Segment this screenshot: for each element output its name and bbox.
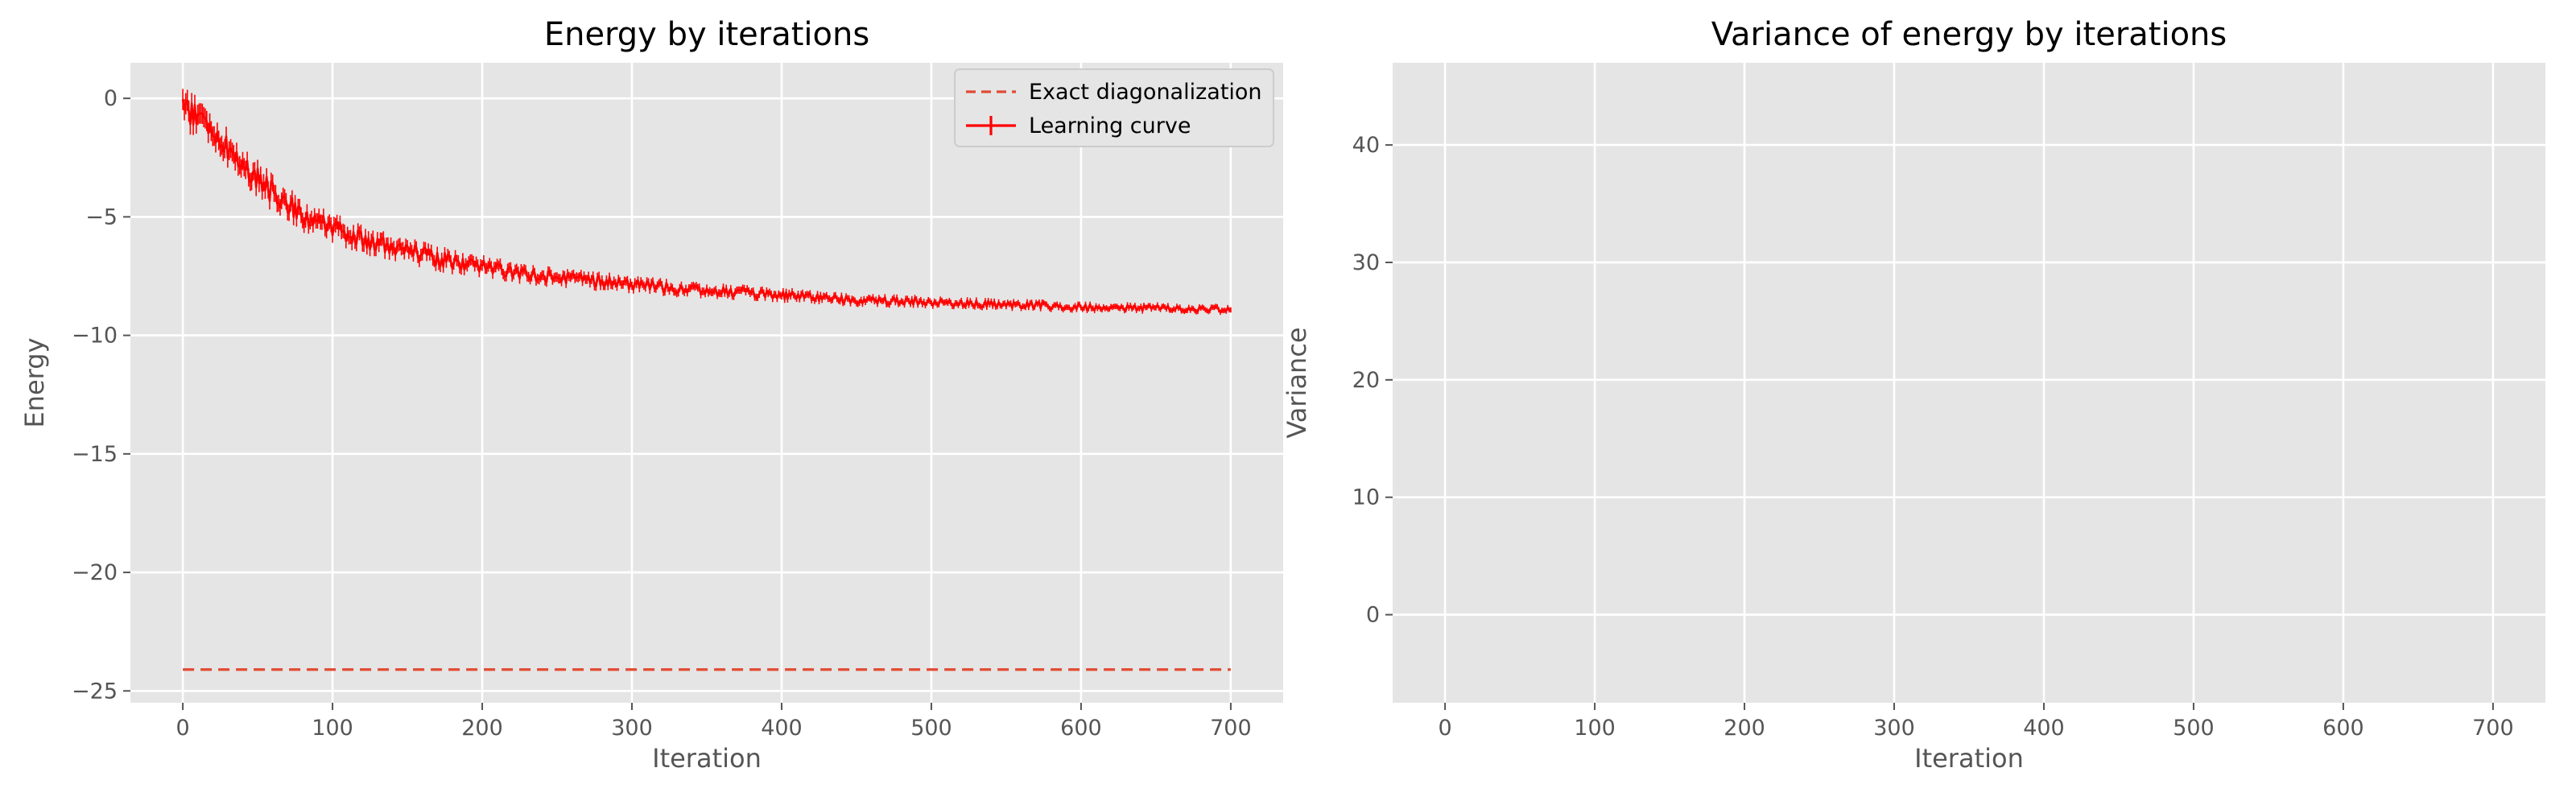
- legend-box: [954, 68, 1274, 147]
- x-tick-label: 200: [461, 716, 503, 741]
- x-tick-label: 100: [312, 716, 353, 741]
- y-tick-label: 0: [1366, 603, 1380, 628]
- x-tick-label: 500: [910, 716, 952, 741]
- x-tick-label: 500: [2173, 716, 2215, 741]
- y-axis-label: Variance: [1282, 327, 1312, 438]
- x-tick-label: 600: [2322, 716, 2364, 741]
- y-tick-label: −5: [85, 204, 118, 229]
- legend: Exact diagonalization Learning curve: [954, 68, 1274, 147]
- x-tick-label: 700: [1210, 716, 1252, 741]
- y-tick-label: 20: [1352, 368, 1380, 393]
- chart-title: Variance of energy by iterations: [1711, 16, 2227, 53]
- energy-panel: 0 100 200 300 400 500 600 700 0 −5 −10 −15 −20 −25 Ene…: [19, 16, 1283, 774]
- y-tick-label: 10: [1352, 485, 1380, 510]
- y-tick-label: 40: [1352, 133, 1380, 158]
- y-tick-label: −25: [72, 679, 118, 704]
- x-tick-label: 300: [611, 716, 653, 741]
- x-tick-label: 300: [1873, 716, 1915, 741]
- y-tick-label: 0: [104, 86, 118, 111]
- x-tick-label: 400: [2023, 716, 2065, 741]
- plot-area: [130, 63, 1283, 703]
- y-tick-label: −20: [72, 560, 118, 585]
- chart-title: Energy by iterations: [544, 16, 869, 53]
- plot-area: [1393, 63, 2545, 703]
- plot-content: [181, 89, 1232, 671]
- x-tick-label: 0: [1438, 716, 1451, 741]
- y-axis-label: Energy: [19, 337, 50, 427]
- x-tick-label: 700: [2472, 716, 2514, 741]
- x-tick-label: 0: [175, 716, 189, 741]
- x-axis-label: Iteration: [1914, 743, 2024, 774]
- legend-label: Exact diagonalization: [1029, 80, 1262, 105]
- x-tick-label: 600: [1060, 716, 1102, 741]
- series-line-learning-curve: [181, 99, 1231, 314]
- x-tick-label: 200: [1724, 716, 1765, 741]
- legend-label: Learning curve: [1029, 114, 1191, 138]
- variance-panel: 0 100 200 300 400 500 600 700 0 10 20 30 40 Variance …: [1282, 16, 2545, 774]
- y-tick-label: −10: [72, 324, 118, 349]
- x-axis-label: Iteration: [652, 743, 762, 774]
- y-tick-label: −15: [72, 442, 118, 467]
- x-tick-label: 100: [1574, 716, 1616, 741]
- y-tick-label: 30: [1352, 250, 1380, 275]
- x-tick-label: 400: [761, 716, 803, 741]
